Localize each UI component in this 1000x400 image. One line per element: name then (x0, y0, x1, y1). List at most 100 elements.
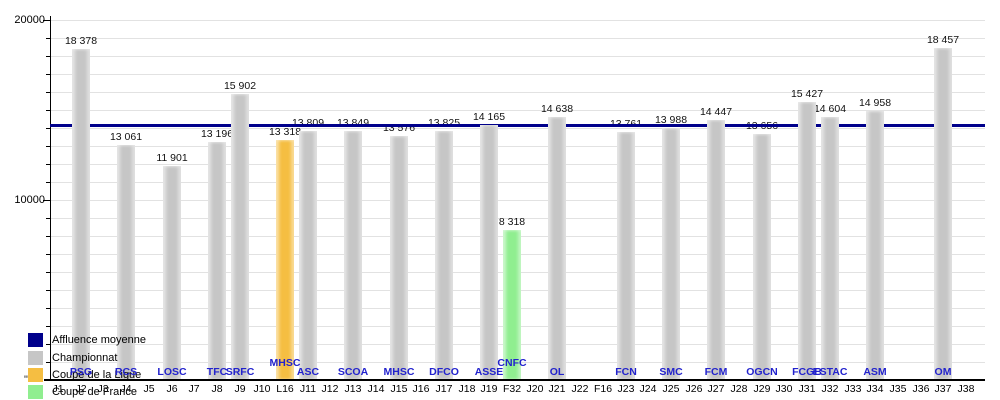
y-axis-tick (46, 74, 50, 75)
x-tick-label: J24 (639, 383, 657, 395)
x-tick-label: J27 (707, 383, 725, 395)
gridline (50, 182, 985, 183)
y-axis-tick (46, 128, 50, 129)
y-axis-tick (46, 182, 50, 183)
x-tick-label: J1 (52, 383, 64, 395)
bar-j17-dfco (435, 131, 453, 380)
x-tick-label: J29 (753, 383, 771, 395)
y-axis-tick (46, 290, 50, 291)
bar-j13-scoa (344, 131, 362, 380)
x-tick-label: J38 (957, 383, 975, 395)
club-label-rcs: RCS (114, 366, 138, 378)
y-axis-tick (46, 146, 50, 147)
club-label-scoa: SCOA (337, 366, 369, 378)
x-tick-label: J16 (412, 383, 430, 395)
club-label-smc: SMC (659, 366, 683, 378)
bar-value-label: 13 318 (268, 126, 302, 138)
bar-j21-ol (548, 117, 566, 380)
club-label-estac: ESTAC (812, 366, 848, 378)
bar-value-label: 11 901 (156, 152, 188, 164)
bar-f32-cnfc (503, 230, 521, 380)
x-tick-label: J10 (253, 383, 271, 395)
y-axis-line (50, 16, 51, 380)
club-label-mhsc: MHSC (383, 366, 415, 378)
legend-label-coupe_france: Coupe de France (52, 386, 137, 398)
bar-j2-psg (72, 49, 90, 380)
club-label-dfco: DFCO (429, 366, 459, 378)
x-tick-label: J33 (844, 383, 862, 395)
x-tick-label: J35 (889, 383, 907, 395)
bar-j25-smc (662, 128, 680, 380)
bar-value-label: 14 165 (472, 111, 506, 123)
x-tick-label: J14 (367, 383, 385, 395)
x-tick-label: J20 (526, 383, 544, 395)
x-tick-label: J8 (211, 383, 223, 395)
x-tick-label: J30 (775, 383, 793, 395)
x-tick-label: J31 (798, 383, 816, 395)
x-tick-label: J15 (390, 383, 408, 395)
x-tick-label: J22 (571, 383, 589, 395)
bar-value-label: 18 457 (926, 34, 960, 46)
bar-j19-asse (480, 125, 498, 380)
gridline (50, 128, 985, 129)
legend-swatch-championnat (28, 351, 43, 365)
x-tick-label: J37 (934, 383, 952, 395)
bar-j15-mhsc (390, 136, 408, 380)
gridline (50, 38, 985, 39)
bar-value-label: 13 061 (109, 131, 143, 143)
gridline (50, 146, 985, 147)
legend-swatch-moyenne (28, 333, 43, 347)
bar-l16-mhsc (276, 140, 294, 380)
stray-quote-mark: " (24, 374, 28, 386)
bar-value-label: 14 958 (858, 97, 892, 109)
gridline (50, 164, 985, 165)
bar-j6-losc (163, 166, 181, 380)
y-axis-tick-label: 20000 (14, 14, 45, 26)
bar-j4-rcs (117, 145, 135, 380)
club-label-fcn: FCN (615, 366, 637, 378)
bar-value-label: 14 604 (813, 103, 847, 115)
legend-label-coupe_ligue: Coupe de la Ligue (52, 369, 142, 381)
bar-value-label: 14 638 (540, 103, 574, 115)
y-axis-tick (46, 164, 50, 165)
club-label-asc: ASC (296, 366, 320, 378)
x-tick-label: J4 (120, 383, 132, 395)
y-axis-tick (46, 344, 50, 345)
bar-value-label: 13 988 (654, 114, 688, 126)
x-tick-label: J11 (299, 383, 317, 395)
club-label-srfc: SRFC (225, 366, 255, 378)
y-axis-tick (43, 200, 50, 201)
bar-j31-fcgb (798, 102, 816, 380)
club-label-mhsc: MHSC (269, 357, 301, 369)
gridline (50, 110, 985, 111)
x-tick-label: J9 (234, 383, 246, 395)
gridline (50, 56, 985, 57)
x-tick-label: J17 (435, 383, 453, 395)
bar-value-label: 18 378 (64, 35, 98, 47)
y-axis-tick (46, 38, 50, 39)
gridline (50, 218, 985, 219)
bar-value-label: 13 196 (200, 128, 234, 140)
club-label-cnfc: CNFC (497, 357, 527, 369)
x-tick-label: J6 (166, 383, 178, 395)
y-axis-tick (43, 20, 50, 21)
y-axis-tick (46, 56, 50, 57)
gridline (50, 200, 985, 201)
x-tick-label: L16 (276, 383, 294, 395)
club-label-ogcn: OGCN (746, 366, 778, 378)
y-axis-tick (46, 110, 50, 111)
club-label-asse: ASSE (474, 366, 504, 378)
y-axis-tick (46, 218, 50, 219)
gridline (50, 20, 985, 21)
x-tick-label: J19 (480, 383, 498, 395)
x-tick-label: J28 (730, 383, 748, 395)
average-attendance-line (50, 124, 985, 127)
y-axis-tick (46, 326, 50, 327)
x-axis-line (44, 379, 985, 381)
x-tick-label: F32 (502, 383, 522, 395)
y-axis-tick (46, 272, 50, 273)
club-label-psg: PSG (69, 366, 93, 378)
x-tick-label: J26 (685, 383, 703, 395)
bar-j8-tfc (208, 142, 226, 380)
club-label-fcgb: FCGB (792, 366, 822, 378)
